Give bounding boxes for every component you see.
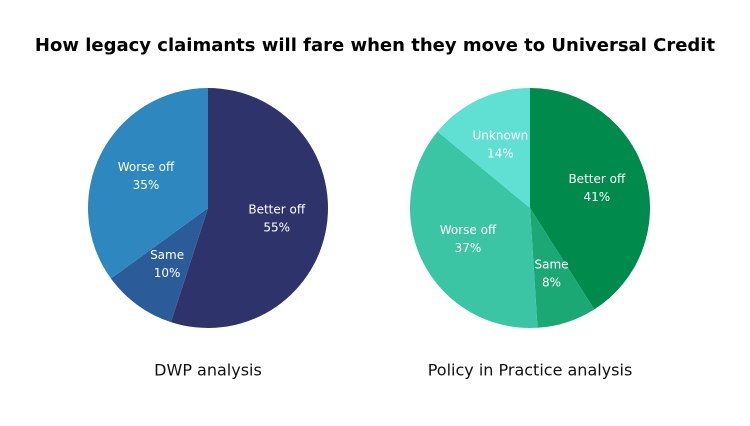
slice-value: 37% xyxy=(455,241,482,255)
slice-label: Worse off xyxy=(118,160,175,174)
slice-label: Better off xyxy=(248,202,305,216)
pie-slice xyxy=(530,208,595,328)
slice-value: 10% xyxy=(154,266,181,280)
pie-slice xyxy=(410,131,538,328)
slice-label: Same xyxy=(534,258,568,272)
pie-slice xyxy=(87,88,208,279)
pie-slice xyxy=(110,208,208,323)
slice-label: Same xyxy=(150,248,184,262)
slice-label: Better off xyxy=(568,172,625,186)
slice-value: 41% xyxy=(584,190,611,204)
slice-value: 14% xyxy=(487,147,514,161)
pie-slice xyxy=(170,88,329,328)
pie-slice xyxy=(437,88,530,208)
pie-slice xyxy=(530,88,650,310)
slice-label: Worse off xyxy=(440,223,497,237)
slice-label: Unknown xyxy=(473,129,529,143)
chart-title: How legacy claimants will fare when they… xyxy=(35,35,716,56)
pie-caption: DWP analysis xyxy=(154,361,262,380)
slice-value: 55% xyxy=(263,220,290,234)
pie-caption: Policy in Practice analysis xyxy=(428,361,633,380)
slice-value: 8% xyxy=(542,276,561,290)
slice-value: 35% xyxy=(133,178,160,192)
